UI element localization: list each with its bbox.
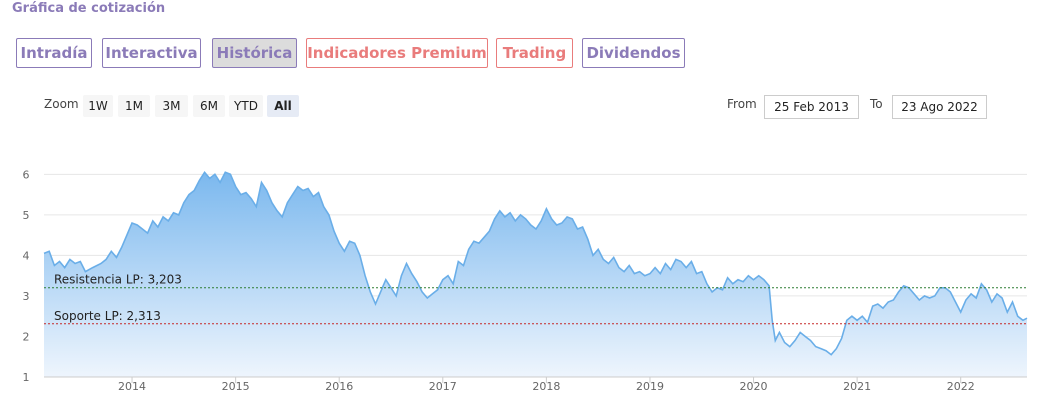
zoom-6m-button[interactable]: 6M bbox=[193, 95, 225, 117]
zoom-1w-button[interactable]: 1W bbox=[83, 95, 113, 117]
from-label: From bbox=[727, 97, 757, 111]
y-tick-label: 1 bbox=[23, 371, 30, 384]
x-tick-label: 2018 bbox=[532, 380, 560, 393]
price-area bbox=[44, 172, 1027, 377]
tab-interactiva[interactable]: Interactiva bbox=[102, 38, 201, 68]
to-label: To bbox=[870, 97, 883, 111]
zoom-label: Zoom bbox=[44, 97, 79, 111]
y-tick-label: 3 bbox=[23, 290, 30, 303]
from-date-input[interactable]: 25 Feb 2013 bbox=[764, 95, 859, 119]
zoom-3m-button[interactable]: 3M bbox=[155, 95, 188, 117]
reference-lines: Resistencia LP: 3,203 Soporte LP: 2,313 bbox=[44, 273, 1027, 325]
x-tick-label: 2020 bbox=[740, 380, 768, 393]
x-tick-label: 2017 bbox=[429, 380, 457, 393]
tab-historica[interactable]: Histórica bbox=[212, 38, 297, 68]
y-tick-label: 6 bbox=[23, 168, 30, 181]
reference-label-resistance: Resistencia LP: 3,203 bbox=[54, 273, 182, 287]
x-axis-ticks: 2014 2015 2016 2017 2018 2019 2020 2021 2022 bbox=[118, 377, 975, 393]
y-tick-label: 5 bbox=[23, 209, 30, 222]
section-title: Gráfica de cotización bbox=[12, 1, 166, 16]
zoom-ytd-button[interactable]: YTD bbox=[229, 95, 263, 117]
price-line bbox=[43, 170, 1028, 356]
y-tick-label: 2 bbox=[23, 330, 30, 343]
tab-trading[interactable]: Trading bbox=[496, 38, 573, 68]
tab-indicadores-premium[interactable]: Indicadores Premium bbox=[306, 38, 488, 68]
y-tick-label: 4 bbox=[23, 249, 30, 262]
x-tick-label: 2021 bbox=[843, 380, 871, 393]
x-tick-label: 2015 bbox=[222, 380, 250, 393]
to-date-input[interactable]: 23 Ago 2022 bbox=[892, 95, 987, 119]
zoom-1m-button[interactable]: 1M bbox=[118, 95, 150, 117]
tab-dividendos[interactable]: Dividendos bbox=[582, 38, 685, 68]
price-chart: Resistencia LP: 3,203 Soporte LP: 2,313 1… bbox=[23, 168, 1028, 393]
zoom-all-button[interactable]: All bbox=[267, 95, 299, 117]
x-tick-label: 2019 bbox=[636, 380, 664, 393]
x-tick-label: 2014 bbox=[118, 380, 146, 393]
reference-label-support: Soporte LP: 2,313 bbox=[54, 309, 161, 323]
x-tick-label: 2022 bbox=[947, 380, 975, 393]
tab-intradia[interactable]: Intradía bbox=[16, 38, 92, 68]
x-tick-label: 2016 bbox=[325, 380, 353, 393]
y-axis-ticks: 1 2 3 4 5 6 bbox=[23, 168, 30, 384]
